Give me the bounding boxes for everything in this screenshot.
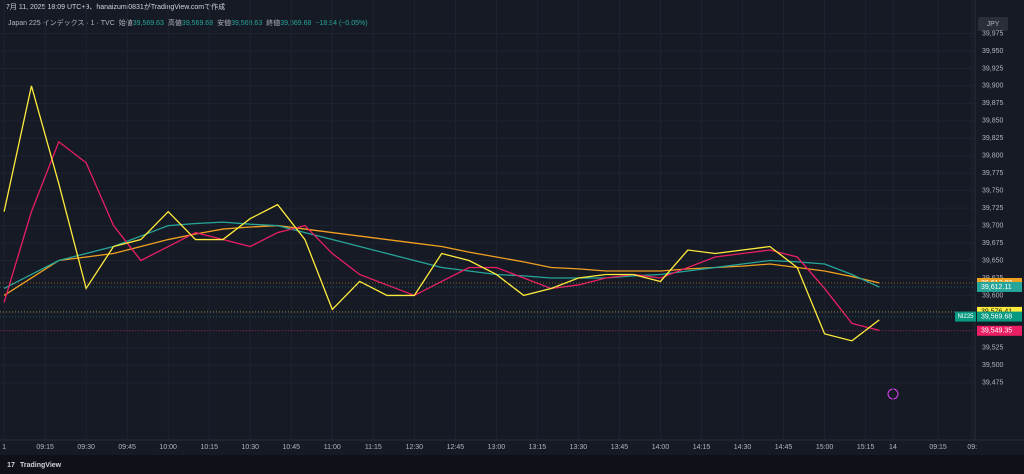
x-tick-label: 14:15 [693, 444, 711, 451]
grid [0, 0, 975, 440]
x-tick-label: 13:15 [529, 444, 547, 451]
x-tick-label: 1 [2, 444, 6, 451]
last-price-box [977, 325, 1022, 336]
x-tick-label: 09:15 [929, 444, 947, 451]
y-tick-label: 39,500 [982, 362, 1004, 369]
y-tick-label: 39,825 [982, 135, 1004, 142]
brand: TradingView [20, 462, 62, 469]
y-tick-label: 39,775 [982, 170, 1004, 177]
price-tag-label: 39,569.68 [981, 313, 1012, 320]
last-price-box [977, 281, 1022, 292]
footer-bar [0, 455, 1024, 474]
last-price-label: 39,612.11 [981, 284, 1012, 291]
currency: JPY [987, 21, 1000, 28]
ma-line [3, 140, 880, 331]
caption: 7月 11, 2025 18:09 UTC+9、hanaizumi0831がTr… [6, 2, 225, 11]
x-tick-label: 10:00 [159, 444, 177, 451]
y-tick-label: 39,725 [982, 205, 1004, 212]
y-tick-label: 39,650 [982, 257, 1004, 264]
x-tick-label: 14 [889, 444, 897, 451]
x-tick-label: 11:00 [324, 444, 341, 451]
y-tick-label: 39,850 [982, 118, 1004, 125]
symbol-tag: NI225 [957, 314, 974, 320]
brand-logo: 17 [7, 462, 15, 469]
x-tick-label: 15:00 [816, 444, 834, 451]
symbol: Japan 225 インデックス · 1 · TVC [8, 18, 115, 27]
y-tick-label: 39,875 [982, 100, 1004, 107]
x-tick-label: 10:30 [241, 444, 259, 451]
y-tick-label: 39,675 [982, 240, 1004, 247]
y-tick-label: 39,900 [982, 83, 1004, 90]
x-tick-label: 10:15 [200, 444, 218, 451]
x-tick-label: 11:15 [365, 444, 382, 451]
x-tick-label: 09:15 [36, 444, 54, 451]
ohlc-value: 39,569.68 [182, 20, 213, 27]
x-tick-label: 15:15 [857, 444, 875, 451]
ohlc: 始値 39,569.63 高値 39,569.68 安値 39,569.63 終値 39,56… [119, 18, 368, 27]
x-tick-label: 13:30 [570, 444, 588, 451]
ohlc-label: 始値 [119, 18, 133, 27]
x-tick-label: 12:30 [406, 444, 424, 451]
y-tick-label: 39,925 [982, 65, 1004, 72]
x-tick-label: 14:45 [775, 444, 793, 451]
y-tick-label: 39,525 [982, 345, 1004, 352]
ohlc-value: 39,569.63 [231, 20, 262, 27]
x-tick-label: 14:30 [734, 444, 752, 451]
x-tick-label: 13:45 [611, 444, 629, 451]
y-tick-label: 39,475 [982, 380, 1004, 387]
x-tick-label: 09:45 [118, 444, 136, 451]
y-tick-label: 39,800 [982, 153, 1004, 160]
y-tick-label: 39,975 [982, 30, 1004, 37]
ohlc-label: 終値 [266, 18, 280, 27]
y-tick-label: 39,750 [982, 188, 1004, 195]
x-tick-label: 14:00 [652, 444, 670, 451]
y-tick-label: 39,700 [982, 222, 1004, 229]
ma-line [3, 224, 880, 296]
ma-line [3, 221, 880, 290]
currency-box [978, 17, 1008, 31]
ohlc-value: 39,569.68 [280, 20, 311, 27]
ohlc-label: 安値 [217, 18, 231, 27]
symbol-tag-box [955, 311, 976, 322]
y-tick-label: 39,950 [982, 48, 1004, 55]
x-tick-label: 12:45 [447, 444, 465, 451]
ohlc-value: 39,569.63 [133, 20, 164, 27]
x-tick-label: 13:00 [488, 444, 506, 451]
price-tag-box [977, 311, 1022, 322]
x-tick-label: 10:45 [283, 444, 301, 451]
y-tick-label: 39,600 [982, 292, 1004, 299]
ma-line [3, 85, 880, 342]
change: −18.94 (−0.05%) [315, 20, 367, 27]
x-tick-label: 09:30 [77, 444, 95, 451]
ohlc-label: 高値 [168, 18, 182, 27]
x-tick-label: 09: [967, 444, 977, 451]
last-price-label: 39,549.35 [981, 328, 1012, 335]
